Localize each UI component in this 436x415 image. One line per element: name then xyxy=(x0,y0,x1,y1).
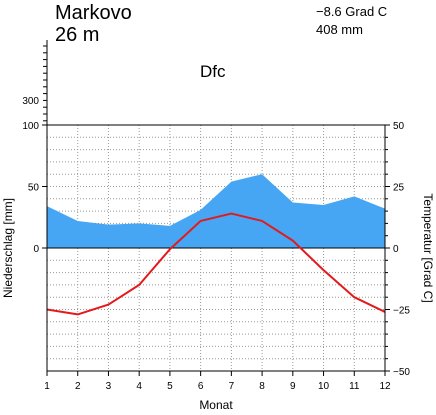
mean-temperature: −8.6 Grad C xyxy=(316,4,387,19)
climate-classification: Dfc xyxy=(200,62,226,81)
temperature-line xyxy=(46,212,386,316)
annual-precipitation: 408 mm xyxy=(316,22,363,37)
x-axis-tick-label: 10 xyxy=(318,381,330,392)
x-axis-tick-label: 7 xyxy=(229,381,235,392)
x-axis-tick-label: 5 xyxy=(167,381,173,392)
left-axis-tick-label: 300 xyxy=(22,96,39,107)
station-name: Markovo xyxy=(55,2,132,24)
right-axis-tick-label: 50 xyxy=(393,121,405,132)
x-axis-tick-label: 8 xyxy=(259,381,265,392)
x-axis-tick-label: 11 xyxy=(349,381,360,392)
right-axis-label: Temperatur [Grad C] xyxy=(421,193,435,302)
x-axis-tick-label: 12 xyxy=(379,381,391,392)
x-axis-tick-label: 4 xyxy=(136,381,142,392)
left-axis-label: Niederschlag [mm] xyxy=(1,198,15,298)
station-elevation: 26 m xyxy=(55,24,99,46)
x-axis-label: Monat xyxy=(199,398,233,412)
x-axis-tick-label: 1 xyxy=(44,381,50,392)
precipitation-area xyxy=(47,174,385,248)
right-axis-tick-label: −50 xyxy=(393,367,410,378)
x-axis-tick-label: 3 xyxy=(106,381,112,392)
x-axis-tick-label: 2 xyxy=(75,381,81,392)
right-axis-tick-label: −25 xyxy=(393,306,410,317)
x-axis-tick-label: 6 xyxy=(198,381,204,392)
right-axis-tick-label: 0 xyxy=(393,244,399,255)
right-axis-tick-label: 25 xyxy=(393,183,405,194)
left-axis-tick-label: 0 xyxy=(33,244,39,255)
left-axis-tick-label: 50 xyxy=(28,183,40,194)
left-axis-tick-label: 100 xyxy=(22,121,39,132)
x-axis-tick-label: 9 xyxy=(290,381,296,392)
